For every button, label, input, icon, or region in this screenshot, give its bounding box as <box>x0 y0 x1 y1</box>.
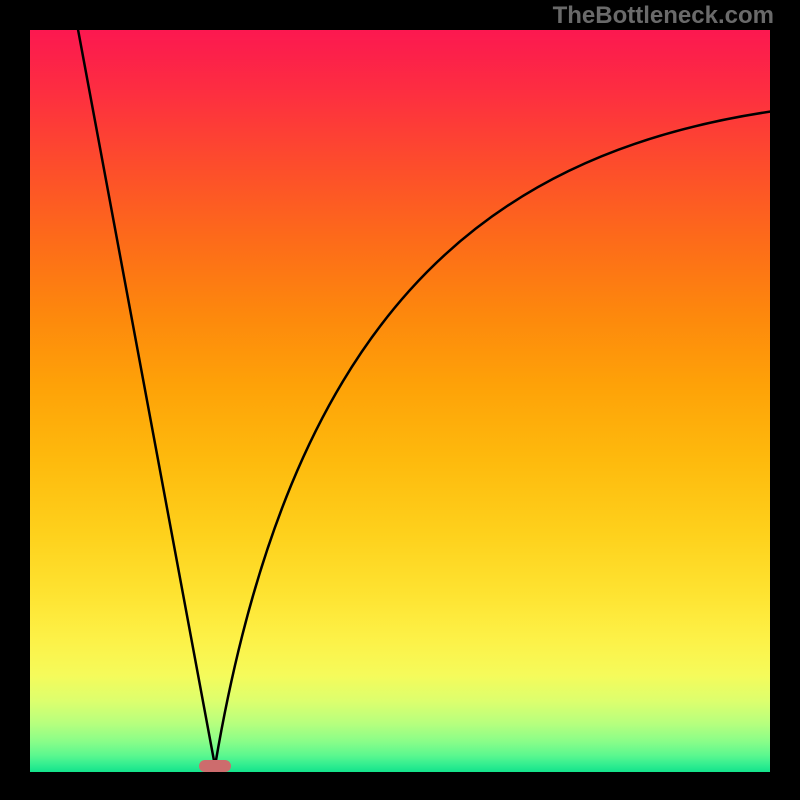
watermark-label: TheBottleneck.com <box>553 2 774 30</box>
bottleneck-curve <box>78 30 770 766</box>
chart-container: TheBottleneck.com <box>0 0 800 800</box>
curve-min-marker <box>199 760 230 772</box>
plot-area <box>30 30 770 772</box>
curve-svg <box>30 30 770 772</box>
